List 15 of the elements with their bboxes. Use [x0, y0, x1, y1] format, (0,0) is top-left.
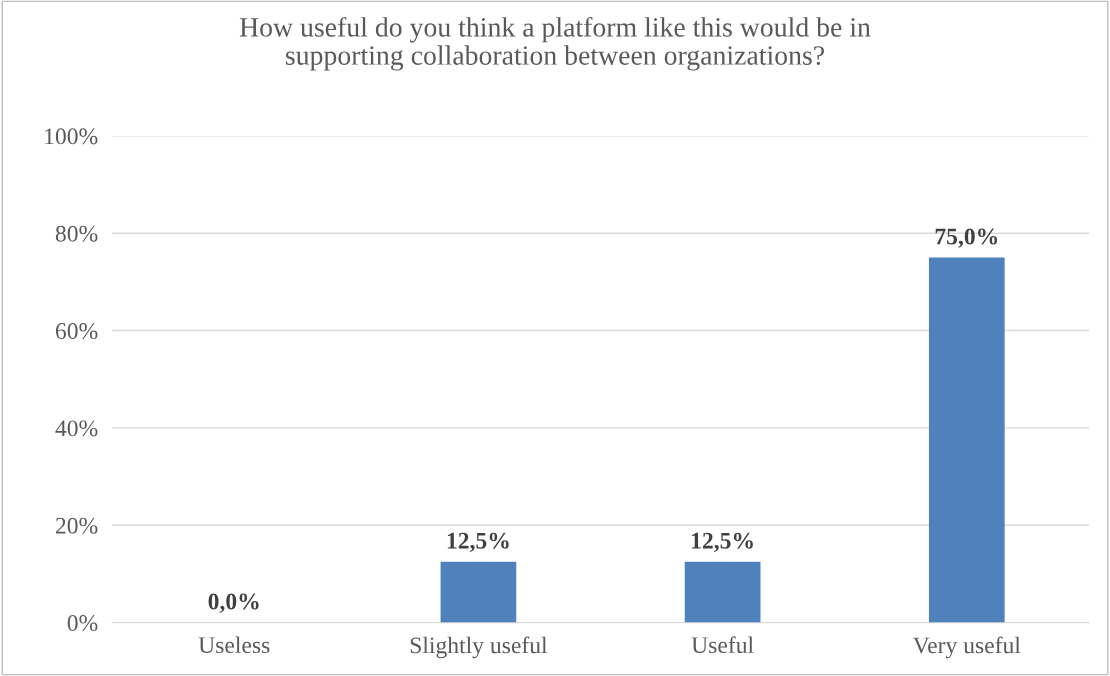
data-label: 12,5%	[447, 532, 509, 553]
x-tick-label: Slightly useful	[410, 636, 548, 659]
y-tick-label: 80%	[55, 225, 98, 242]
y-tick-label: 20%	[55, 517, 98, 534]
data-label: 0,0%	[208, 593, 259, 613]
x-tick-label: Useless	[198, 636, 270, 654]
x-tick-label: Very useful	[912, 636, 1021, 659]
y-tick-label: 100%	[45, 128, 98, 145]
data-label: 75,0%	[935, 228, 998, 248]
y-tick-label: 60%	[55, 323, 98, 340]
chart-title: How useful do you think a platform like this would be in supporting collaboration between organizations?	[239, 16, 871, 71]
y-tick-label: 0%	[67, 615, 98, 632]
y-tick-label: 40%	[55, 420, 98, 437]
x-tick-label: Useful	[691, 636, 754, 654]
data-label: 12,5%	[692, 532, 753, 553]
